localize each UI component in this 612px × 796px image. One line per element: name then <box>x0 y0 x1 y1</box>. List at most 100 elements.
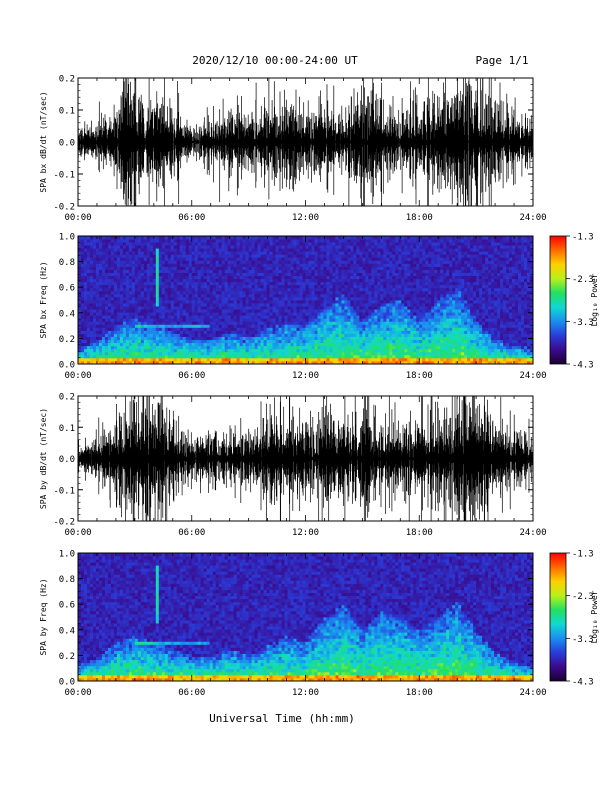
spectrogram-cell <box>356 340 359 343</box>
spectrogram-cell <box>198 294 201 297</box>
spectrogram-cell <box>120 254 123 257</box>
spectrogram-cell <box>183 245 186 248</box>
spectrogram-cell <box>311 260 314 263</box>
spectrogram-cell <box>270 309 273 312</box>
spectrogram-cell <box>177 291 180 294</box>
figure-title: 2020/12/10 00:00-24:00 UT <box>192 54 358 67</box>
spectrogram-cell <box>252 306 255 309</box>
spectrogram-cell <box>144 245 147 248</box>
spectrogram-cell <box>126 273 129 276</box>
spectrogram-cell <box>153 346 156 349</box>
spectrogram-cell <box>141 263 144 266</box>
spectrogram-cell <box>204 297 207 300</box>
spectrogram-cell <box>350 279 353 282</box>
spectrogram-cell <box>240 327 243 330</box>
spectrogram-cell <box>105 260 108 263</box>
spectrogram-cell <box>255 248 258 251</box>
spectrogram-cell <box>314 327 317 330</box>
spectrogram-cell <box>186 288 189 291</box>
spectrogram-cell <box>300 242 303 245</box>
spectrogram-cell <box>186 297 189 300</box>
spectrogram-cell <box>320 285 323 288</box>
spectrogram-cell <box>99 239 102 242</box>
spectrogram-cell <box>144 349 147 352</box>
spectrogram-cell <box>159 327 162 330</box>
spectrogram-cell <box>273 306 276 309</box>
spectrogram-cell <box>308 297 311 300</box>
spectrogram-cell <box>317 263 320 266</box>
spectrogram-cell <box>285 266 288 269</box>
spectrogram-cell <box>135 318 138 321</box>
spectrogram-cell <box>356 309 359 312</box>
spectrogram-cell <box>362 309 365 312</box>
spectrogram-cell <box>291 358 294 361</box>
spectrogram-cell <box>162 324 165 327</box>
spectrogram-cell <box>171 315 174 318</box>
spectrogram-cell <box>210 355 213 358</box>
spectrogram-cell <box>356 291 359 294</box>
spectrogram-cell <box>102 330 105 333</box>
spectrogram-cell <box>84 306 87 309</box>
spectrogram-cell <box>323 282 326 285</box>
spectrogram-cell <box>93 327 96 330</box>
spectrogram-cell <box>392 239 395 242</box>
spectrogram-cell <box>368 266 371 269</box>
spectrogram-cell <box>192 282 195 285</box>
spectrogram-cell <box>332 306 335 309</box>
spectrogram-cell <box>359 263 362 266</box>
spectrogram-cell <box>192 276 195 279</box>
spectrogram-cell <box>332 300 335 303</box>
spectrogram-cell <box>359 260 362 263</box>
spectrogram-cell <box>114 303 117 306</box>
spectrogram-cell <box>246 260 249 263</box>
spectrogram-cell <box>204 343 207 346</box>
spectrogram-cell <box>252 236 255 239</box>
spectrogram-cell <box>111 337 114 340</box>
spectrogram-cell <box>273 279 276 282</box>
spectrogram-cell <box>168 260 171 263</box>
spectrogram-cell <box>87 248 90 251</box>
spectrogram-cell <box>350 324 353 327</box>
spectrogram-cell <box>192 300 195 303</box>
spectrogram-cell <box>276 343 279 346</box>
spectrogram-cell <box>350 254 353 257</box>
spectrogram-cell <box>240 318 243 321</box>
spectrogram-cell <box>171 251 174 254</box>
spectrogram-cell <box>410 254 413 257</box>
spectrogram-cell <box>380 285 383 288</box>
spectrogram-cell <box>117 254 120 257</box>
spectrogram-cell <box>135 251 138 254</box>
spectrogram-cell <box>326 297 329 300</box>
spectrogram-cell <box>231 309 234 312</box>
spectrogram-cell <box>117 270 120 273</box>
spectrogram-cell <box>306 355 309 358</box>
spectrogram-cell <box>377 349 380 352</box>
spectrogram-cell <box>359 291 362 294</box>
spectrogram-cell <box>395 300 398 303</box>
spectrogram-cell <box>87 343 90 346</box>
spectrogram-cell <box>317 309 320 312</box>
spectrogram-cell <box>303 270 306 273</box>
spectrogram-cell <box>404 245 407 248</box>
spectrogram-cell <box>189 291 192 294</box>
spectrogram-cell <box>150 251 153 254</box>
spectrogram-cell <box>210 239 213 242</box>
spectrogram-cell <box>276 263 279 266</box>
spectrogram-cell <box>96 309 99 312</box>
spectrogram-cell <box>377 327 380 330</box>
spectrogram-cell <box>177 242 180 245</box>
spectrogram-cell <box>329 236 332 239</box>
spectrogram-cell <box>90 309 93 312</box>
spectrogram-cell <box>273 315 276 318</box>
spectrogram-cell <box>246 297 249 300</box>
spectrogram-cell <box>255 312 258 315</box>
spectrogram-cell <box>246 254 249 257</box>
spectrogram-cell <box>389 300 392 303</box>
spectrogram-cell <box>81 297 84 300</box>
spectrogram-cell <box>362 337 365 340</box>
spectrogram-cell <box>326 285 329 288</box>
spectrogram-cell <box>386 266 389 269</box>
spectrogram-cell <box>264 282 267 285</box>
spectrogram-cell <box>401 288 404 291</box>
spectrogram-cell <box>153 337 156 340</box>
